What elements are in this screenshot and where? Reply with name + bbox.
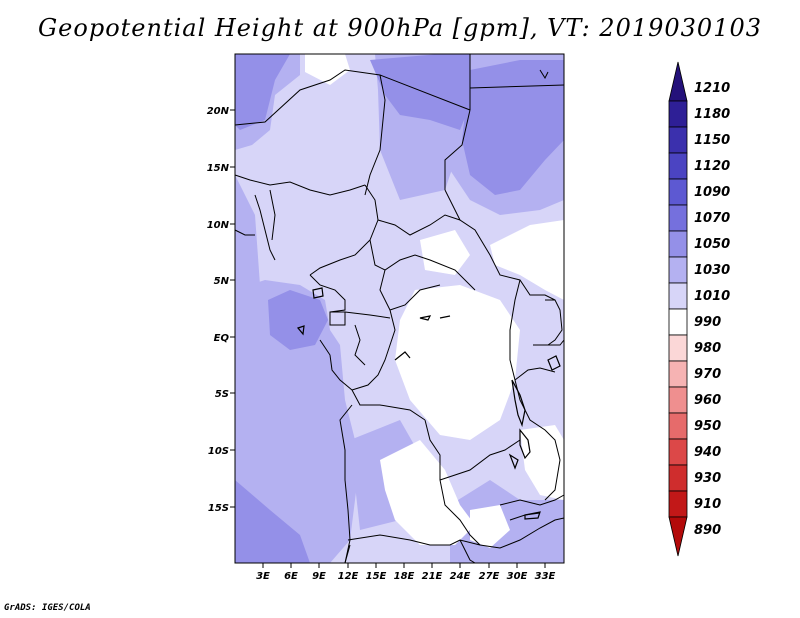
height-shading-1010 — [305, 54, 564, 548]
lon-label-33e: 33E — [535, 571, 556, 582]
lakes — [296, 287, 561, 520]
lon-label-21e: 21E — [422, 571, 443, 582]
lon-label-15e: 15E — [366, 571, 387, 582]
colorbar-label: 1030 — [694, 263, 730, 278]
grads-credit: GrADS: IGES/COLA — [4, 603, 91, 613]
lon-label-30e: 30E — [507, 571, 528, 582]
lon-label-12e: 12E — [338, 571, 359, 582]
colorbar-swatch — [668, 61, 688, 102]
colorbar-swatch — [668, 282, 688, 310]
colorbar-label: 940 — [694, 445, 721, 460]
country-borders — [234, 54, 565, 564]
lat-labels: 20N 15N 10N 5N EQ 5S 10S 15S — [207, 106, 230, 514]
colorbar-label: 1050 — [694, 237, 730, 252]
lon-label-9e: 9E — [312, 571, 326, 582]
colorbar-label: 1120 — [694, 159, 730, 174]
colorbar-swatch — [668, 126, 688, 154]
colorbar-label: 910 — [694, 497, 721, 512]
map-frame — [234, 53, 565, 564]
colorbar-label: 890 — [694, 523, 721, 538]
colorbar-label: 960 — [694, 393, 721, 408]
colorbar-label: 980 — [694, 341, 721, 356]
lon-labels: 3E 6E 9E 12E 15E 18E 21E 24E 27E 30E 33E — [256, 571, 555, 582]
colorbar-swatch — [668, 464, 688, 492]
lat-label-10s: 10S — [208, 446, 229, 457]
lat-label-5s: 5S — [215, 389, 229, 400]
colorbar-swatch — [668, 412, 688, 440]
colorbar-label: 930 — [694, 471, 721, 486]
colorbar-label: 990 — [694, 315, 721, 330]
lat-label-15s: 15S — [208, 503, 229, 514]
lon-label-6e: 6E — [284, 571, 298, 582]
colorbar-label: 1070 — [694, 211, 730, 226]
colorbar-swatch — [668, 360, 688, 388]
colorbar-swatch — [668, 178, 688, 206]
lon-label-18e: 18E — [394, 571, 415, 582]
colorbar-label: 1090 — [694, 185, 730, 200]
colorbar-swatch — [668, 100, 688, 128]
lon-label-3e: 3E — [256, 571, 270, 582]
map-title: Geopotential Height at 900hPa [gpm], VT:… — [38, 14, 762, 42]
colorbar-swatch — [668, 386, 688, 414]
lat-label-5n: 5N — [214, 276, 230, 287]
lon-ticks — [262, 563, 546, 568]
lat-label-15n: 15N — [207, 163, 230, 174]
colorbar-label: 970 — [694, 367, 721, 382]
lat-ticks — [230, 109, 235, 508]
colorbar-swatch — [668, 490, 688, 518]
colorbar-swatch — [668, 256, 688, 284]
colorbar-swatch — [668, 516, 688, 557]
lon-label-24e: 24E — [450, 571, 471, 582]
colorbar-swatch — [668, 334, 688, 362]
colorbar-label: 1180 — [694, 107, 730, 122]
colorbar-swatch — [668, 438, 688, 466]
colorbar-label: 1010 — [694, 289, 730, 304]
lat-label-20n: 20N — [207, 106, 230, 117]
colorbar-swatch — [668, 152, 688, 180]
height-shading-1050 — [235, 54, 564, 563]
colorbar-swatch — [668, 308, 688, 336]
lat-label-10n: 10N — [207, 220, 230, 231]
lat-label-eq: EQ — [214, 333, 230, 344]
colorbar-label: 1150 — [694, 133, 730, 148]
colorbar-label: 950 — [694, 419, 721, 434]
colorbar-swatch — [668, 230, 688, 258]
colorbar-swatch — [668, 204, 688, 232]
colorbar: 1210 1180 1150 1120 1090 1070 1050 1030 1010 990 9… — [668, 61, 730, 557]
lon-label-27e: 27E — [479, 571, 500, 582]
colorbar-label: 1210 — [694, 81, 730, 96]
